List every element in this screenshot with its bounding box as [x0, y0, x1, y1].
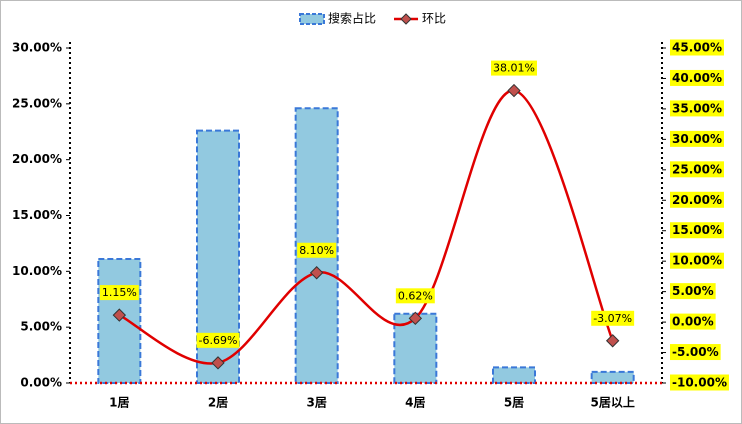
legend-swatch: [299, 13, 325, 25]
marker: [112, 308, 127, 322]
y2-tick-label: -5.00%: [672, 345, 719, 359]
y2-tick-label-bg: [670, 191, 724, 208]
data-label-bg: [591, 310, 635, 326]
y2-tick-label-bg: [670, 100, 724, 117]
x-tick-label: 1居: [109, 396, 129, 410]
x-tick-label: 5居以上: [590, 395, 634, 410]
marker: [211, 356, 225, 370]
y2-tick-label-bg: [670, 222, 724, 239]
y-tick-label: 15.00%: [12, 208, 62, 222]
bar: [492, 366, 536, 385]
data-label-bg: [99, 285, 139, 301]
y2-tick-label-bg: [670, 39, 724, 56]
data-label: 38.01%: [493, 62, 535, 75]
marker: [309, 266, 324, 280]
y2-tick-label: 25.00%: [672, 162, 722, 176]
x-tick-label: 3居: [306, 396, 326, 410]
marker: [408, 311, 423, 326]
data-label: -6.69%: [199, 334, 238, 347]
data-label: 1.15%: [102, 286, 137, 299]
x-tick-label: 5居: [504, 396, 524, 410]
y2-tick-label-bg: [670, 344, 721, 361]
y2-tick-label-bg: [670, 69, 724, 86]
marker: [605, 334, 620, 348]
y2-tick-label: 45.00%: [672, 41, 722, 55]
marker: [507, 83, 521, 98]
y-tick-label: 20.00%: [12, 152, 62, 166]
data-label-bg: [395, 288, 435, 304]
data-label: -3.07%: [593, 312, 632, 325]
bar: [590, 370, 635, 385]
y2-tick-label-bg: [670, 283, 716, 300]
y2-tick-label-bg: [670, 374, 729, 391]
y-tick-label: 25.00%: [12, 96, 62, 110]
legend-marker: [400, 13, 412, 25]
y2-tick-label-bg: [670, 313, 716, 330]
y2-tick-label: 10.00%: [672, 254, 722, 268]
y2-tick-label: -10.00%: [672, 376, 727, 390]
y-tick-label: 10.00%: [12, 264, 62, 278]
y2-tick-label: 20.00%: [672, 193, 722, 207]
data-label: 8.10%: [299, 244, 334, 257]
y2-tick-label: 0.00%: [672, 315, 714, 329]
y2-tick-label: 30.00%: [672, 132, 722, 146]
data-label-bg: [297, 242, 337, 258]
y-tick-label: 30.00%: [12, 41, 62, 55]
y2-tick-label-bg: [670, 161, 724, 178]
x-tick-label: 4居: [405, 396, 425, 410]
y-tick-label: 5.00%: [20, 320, 62, 334]
y2-tick-label: 5.00%: [672, 284, 714, 298]
legend-label: 搜索占比: [328, 11, 376, 26]
y2-tick-label: 35.00%: [672, 101, 722, 115]
y2-tick-label-bg: [670, 252, 724, 269]
legend-label: 环比: [422, 12, 446, 26]
y2-tick-label-bg: [670, 130, 724, 147]
y2-tick-label: 40.00%: [672, 71, 722, 85]
y-tick-label: 0.00%: [20, 376, 62, 390]
x-tick-label: 2居: [208, 396, 228, 410]
data-label: 0.62%: [398, 289, 433, 302]
data-label-bg: [196, 332, 240, 348]
data-label-bg: [491, 60, 537, 76]
y2-tick-label: 15.00%: [672, 223, 722, 237]
